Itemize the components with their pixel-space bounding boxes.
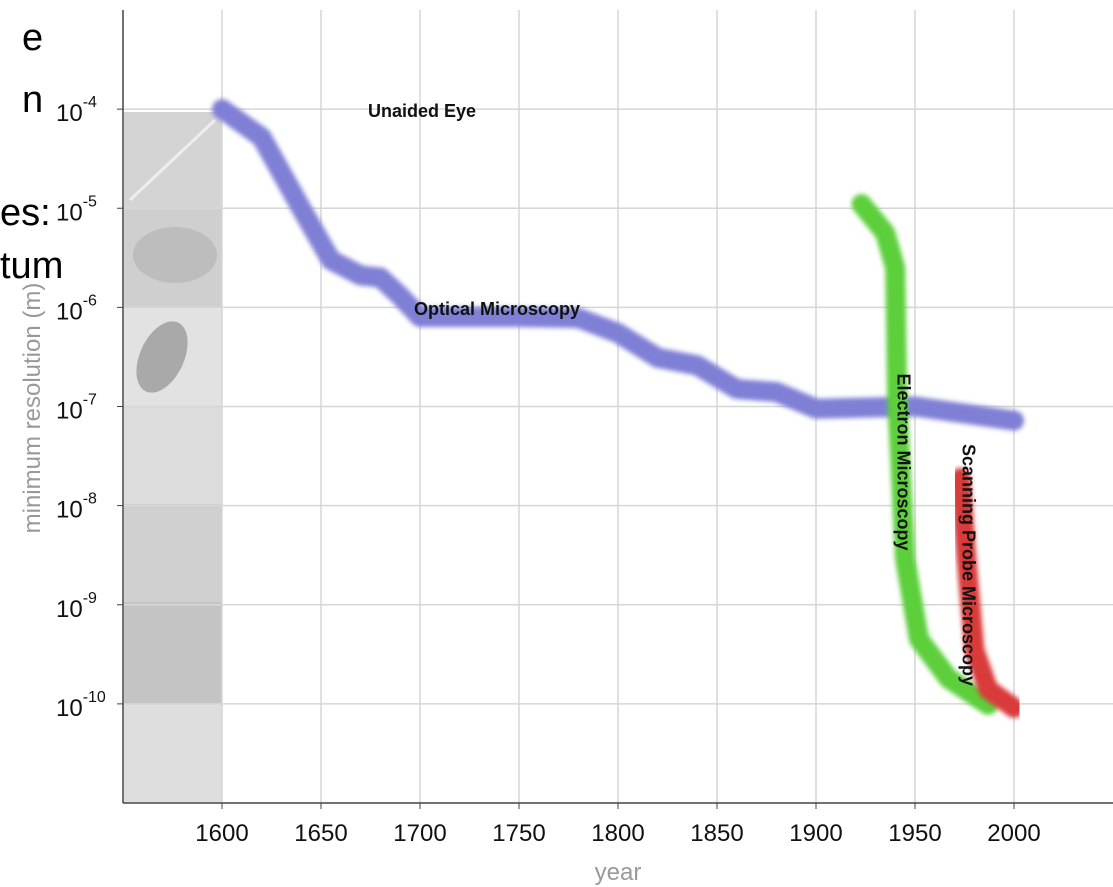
x-axis-label: year xyxy=(595,859,642,886)
x-tick-label: 1900 xyxy=(789,820,842,847)
x-tick-label: 1950 xyxy=(888,820,941,847)
chart: e n es: tum minimum resolution (m) year … xyxy=(0,0,1113,887)
background-text: tum xyxy=(0,245,63,287)
x-tick-label: 1850 xyxy=(690,820,743,847)
series-label: Electron Microscopy xyxy=(893,373,913,550)
background-text: es: xyxy=(0,192,51,234)
image-strip xyxy=(124,112,222,802)
x-tick-label: 1800 xyxy=(591,820,644,847)
series-label: Unaided Eye xyxy=(368,101,476,121)
x-tick-label: 2000 xyxy=(987,820,1040,847)
background-text: n xyxy=(22,79,43,121)
series-label: Scanning Probe Microscopy xyxy=(958,444,978,686)
x-tick-label: 1700 xyxy=(393,820,446,847)
background-text: e xyxy=(22,17,43,59)
series-label: Optical Microscopy xyxy=(414,299,580,319)
x-tick-label: 1750 xyxy=(492,820,545,847)
y-axis-label: minimum resolution (m) xyxy=(19,283,46,534)
x-tick-label: 1650 xyxy=(294,820,347,847)
x-tick-label: 1600 xyxy=(195,820,248,847)
